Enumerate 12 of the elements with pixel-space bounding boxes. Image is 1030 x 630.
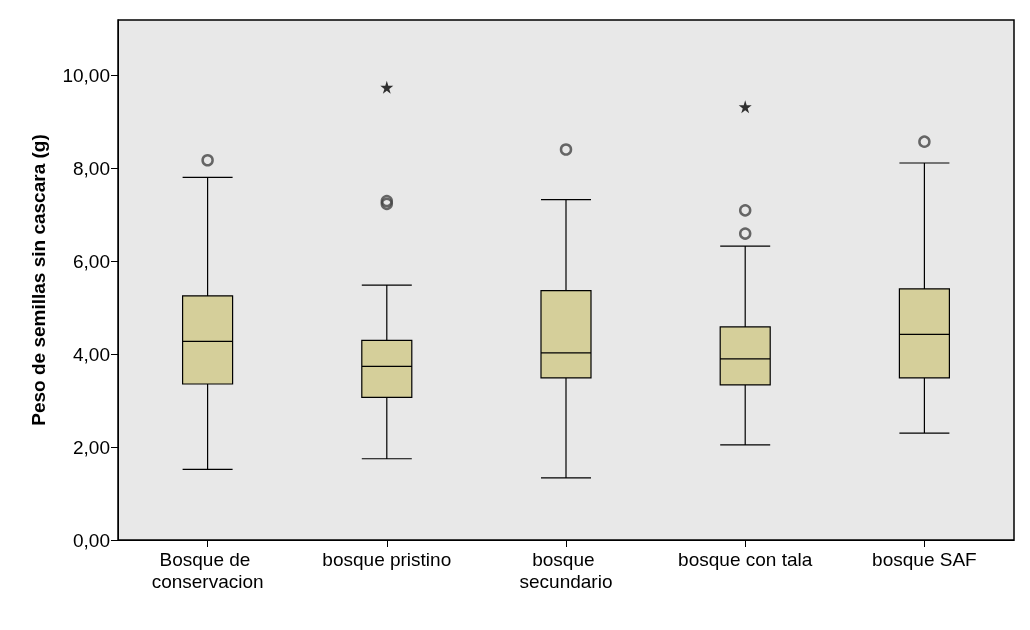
y-tick-label: 6,00 [73, 250, 110, 272]
x-tick-label: Bosque de conservacion [151, 548, 264, 592]
y-tick-label: 8,00 [73, 158, 110, 180]
x-tick-label: bosque secundario [519, 548, 613, 592]
y-tick-label: 0,00 [73, 529, 110, 551]
y-axis-title: Peso de semillas sin cascara (g) [28, 134, 49, 426]
y-tick-label: 10,00 [62, 65, 110, 87]
y-tick-label: 2,00 [73, 436, 110, 458]
x-tick-label: bosque SAF [872, 548, 977, 570]
x-tick-label: bosque con tala [678, 548, 813, 570]
y-tick-label: 4,00 [73, 343, 110, 365]
x-tick-label: bosque pristino [322, 548, 452, 570]
